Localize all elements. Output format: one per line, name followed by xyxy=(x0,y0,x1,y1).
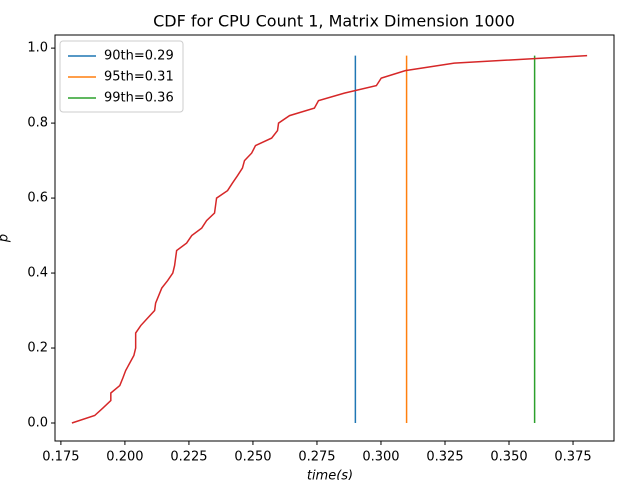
y-tick-label: 0.4 xyxy=(27,266,48,281)
y-tick-label: 0.0 xyxy=(27,416,48,431)
y-tick-label: 0.2 xyxy=(27,341,48,356)
y-axis-label: p xyxy=(0,234,12,243)
y-tick-label: 0.8 xyxy=(27,116,48,131)
legend-label: 95th=0.31 xyxy=(104,70,174,85)
x-tick-label: 0.325 xyxy=(426,450,463,465)
legend-label: 90th=0.29 xyxy=(104,49,174,64)
x-tick-label: 0.350 xyxy=(490,450,527,465)
plot-frame xyxy=(54,34,615,442)
y-tick-label: 0.6 xyxy=(27,191,48,206)
legend-label: 99th=0.36 xyxy=(104,91,174,106)
x-tick-label: 0.375 xyxy=(554,450,591,465)
x-axis-label: time(s) xyxy=(307,469,353,480)
legend-box xyxy=(59,40,184,113)
x-tick-label: 0.275 xyxy=(298,450,335,465)
x-tick-label: 0.225 xyxy=(170,450,207,465)
x-tick-label: 0.175 xyxy=(42,450,79,465)
x-tick-label: 0.300 xyxy=(362,450,399,465)
y-tick-label: 1.0 xyxy=(27,41,48,56)
x-tick-label: 0.250 xyxy=(234,450,271,465)
x-tick-label: 0.200 xyxy=(106,450,143,465)
series-line xyxy=(71,54,588,424)
chart-title: CDF for CPU Count 1, Matrix Dimension 10… xyxy=(153,12,515,31)
